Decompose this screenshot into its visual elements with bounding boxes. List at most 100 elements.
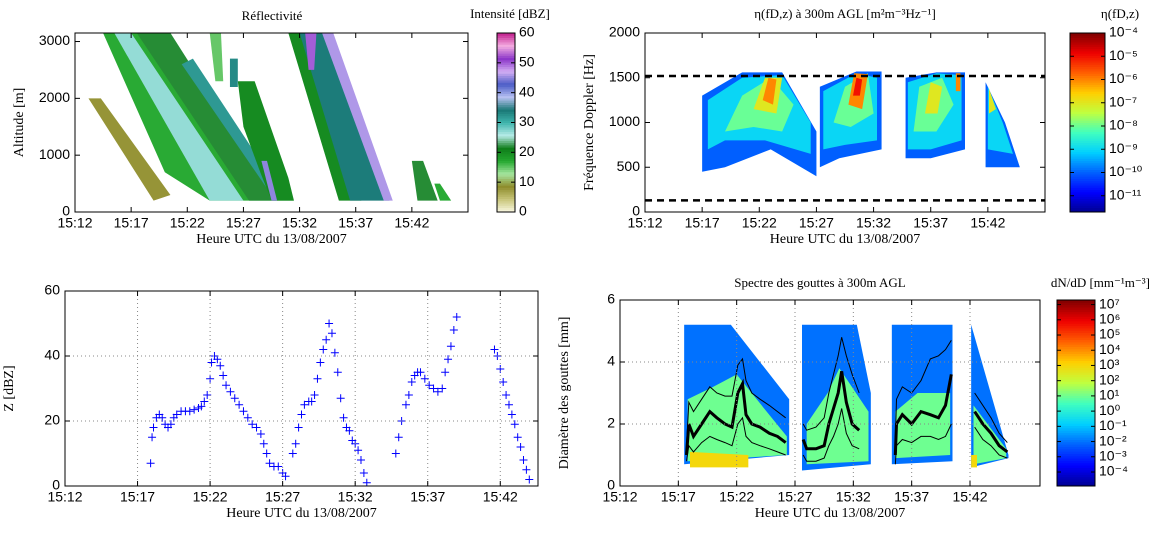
point xyxy=(319,345,328,354)
point xyxy=(449,326,458,334)
colorbar-tick-label: 10³ xyxy=(1099,356,1120,372)
colorbar-swatch xyxy=(1070,140,1105,144)
colorbar-swatch xyxy=(1070,68,1105,72)
colorbar-swatch xyxy=(1057,483,1095,487)
colorbar-swatch xyxy=(1070,191,1105,195)
point xyxy=(522,465,531,474)
point xyxy=(313,374,322,383)
colorbar-swatch xyxy=(1057,472,1095,475)
chart-title: Spectre des gouttes à 300m AGL xyxy=(734,275,906,290)
colorbar-swatch xyxy=(1057,348,1095,352)
point xyxy=(200,397,209,406)
colorbar-swatch xyxy=(497,138,515,141)
colorbar-swatch xyxy=(1070,37,1105,41)
colorbar-swatch xyxy=(497,147,515,150)
colorbar-swatch xyxy=(1057,302,1095,306)
heat-patch xyxy=(305,33,317,70)
colorbar-swatch xyxy=(1070,106,1105,110)
colorbar-swatch xyxy=(497,39,515,43)
colorbar-swatch xyxy=(1070,205,1105,209)
colorbar-label: dN/dD [mm⁻¹m⁻³] xyxy=(1051,275,1150,290)
y-tick-label: 0 xyxy=(607,477,615,493)
colorbar-swatch xyxy=(1057,358,1095,361)
colorbar-swatch xyxy=(1057,353,1095,357)
point xyxy=(416,368,425,377)
colorbar-swatch xyxy=(497,153,515,157)
x-tick-label: 15:22 xyxy=(719,489,754,505)
colorbar-swatch xyxy=(1057,309,1095,313)
axes-box xyxy=(644,32,1046,213)
heat-patch xyxy=(971,455,977,468)
colorbar-swatch xyxy=(1070,200,1105,204)
colorbar-swatch xyxy=(1057,323,1095,327)
colorbar-swatch xyxy=(1070,46,1105,50)
colorbar-swatch xyxy=(497,165,515,168)
colorbar-swatch xyxy=(1057,427,1095,431)
colorbar-swatch xyxy=(1070,180,1105,184)
heat-patch xyxy=(136,33,278,201)
colorbar-tick-label: 10⁵ xyxy=(1099,326,1120,342)
colorbar-swatch xyxy=(497,144,515,148)
y-tick-label: 2000 xyxy=(39,89,70,105)
colorbar-swatch xyxy=(1070,167,1105,170)
colorbar-swatch xyxy=(497,120,515,123)
colorbar-swatch xyxy=(497,71,515,74)
colorbar-swatch xyxy=(1070,102,1105,106)
colorbar-swatch xyxy=(1057,453,1095,457)
point xyxy=(239,407,248,416)
point xyxy=(291,439,300,448)
colorbar-swatch xyxy=(1070,144,1105,148)
colorbar-tick-label: 60 xyxy=(519,24,535,40)
colorbar-swatch xyxy=(497,106,515,110)
colorbar-swatch xyxy=(1057,318,1095,322)
colorbar-swatch xyxy=(1057,337,1095,341)
colorbar-swatch xyxy=(1070,165,1105,168)
colorbar-swatch xyxy=(497,189,515,193)
y-axis-label: Altitude [m] xyxy=(12,88,27,158)
heat-patch xyxy=(989,88,996,114)
point xyxy=(213,355,222,364)
colorbar-swatch xyxy=(1070,182,1105,186)
colorbar-swatch xyxy=(1070,86,1105,90)
point xyxy=(230,394,239,403)
colorbar-swatch xyxy=(1057,432,1095,436)
point xyxy=(441,368,450,377)
colorbar-swatch xyxy=(497,46,515,50)
x-tick-label: 15:32 xyxy=(836,489,871,505)
colorbar-swatch xyxy=(497,198,515,202)
x-tick-label: 15:22 xyxy=(742,215,777,231)
colorbar-swatch xyxy=(1057,420,1095,424)
colorbar-swatch xyxy=(1070,131,1105,135)
colorbar-swatch xyxy=(1057,355,1095,359)
colorbar-swatch xyxy=(1070,118,1105,121)
colorbar-swatch xyxy=(1070,120,1105,123)
point xyxy=(525,475,534,484)
colorbar-tick-label: 10² xyxy=(1099,371,1120,387)
x-tick-label: 15:27 xyxy=(777,489,812,505)
heat-patch xyxy=(925,82,943,114)
colorbar-swatch xyxy=(1057,395,1095,399)
colorbar-swatch xyxy=(1070,160,1105,164)
colorbar-swatch xyxy=(497,167,515,170)
x-tick-label: 15:12 xyxy=(47,489,82,505)
colorbar-tick-label: 10⁴ xyxy=(1099,341,1121,357)
colorbar-swatch xyxy=(1057,397,1095,401)
y-tick-label: 4 xyxy=(607,353,615,369)
colorbar-swatch xyxy=(1057,425,1095,429)
colorbar-swatch xyxy=(1070,97,1105,101)
colorbar-swatch xyxy=(1070,48,1105,52)
point xyxy=(294,423,303,432)
colorbar-swatch xyxy=(1070,82,1105,85)
point xyxy=(420,374,429,383)
point xyxy=(172,410,181,419)
colorbar-swatch xyxy=(497,171,515,175)
colorbar-swatch xyxy=(1057,409,1095,413)
colorbar-swatch xyxy=(1057,474,1095,478)
point xyxy=(438,384,447,393)
colorbar-swatch xyxy=(1070,187,1105,191)
colorbar-swatch xyxy=(1057,362,1095,366)
colorbar-swatch xyxy=(497,122,515,126)
plot-area xyxy=(146,313,534,486)
colorbar-swatch xyxy=(1057,304,1095,308)
heat-patch xyxy=(762,77,777,105)
